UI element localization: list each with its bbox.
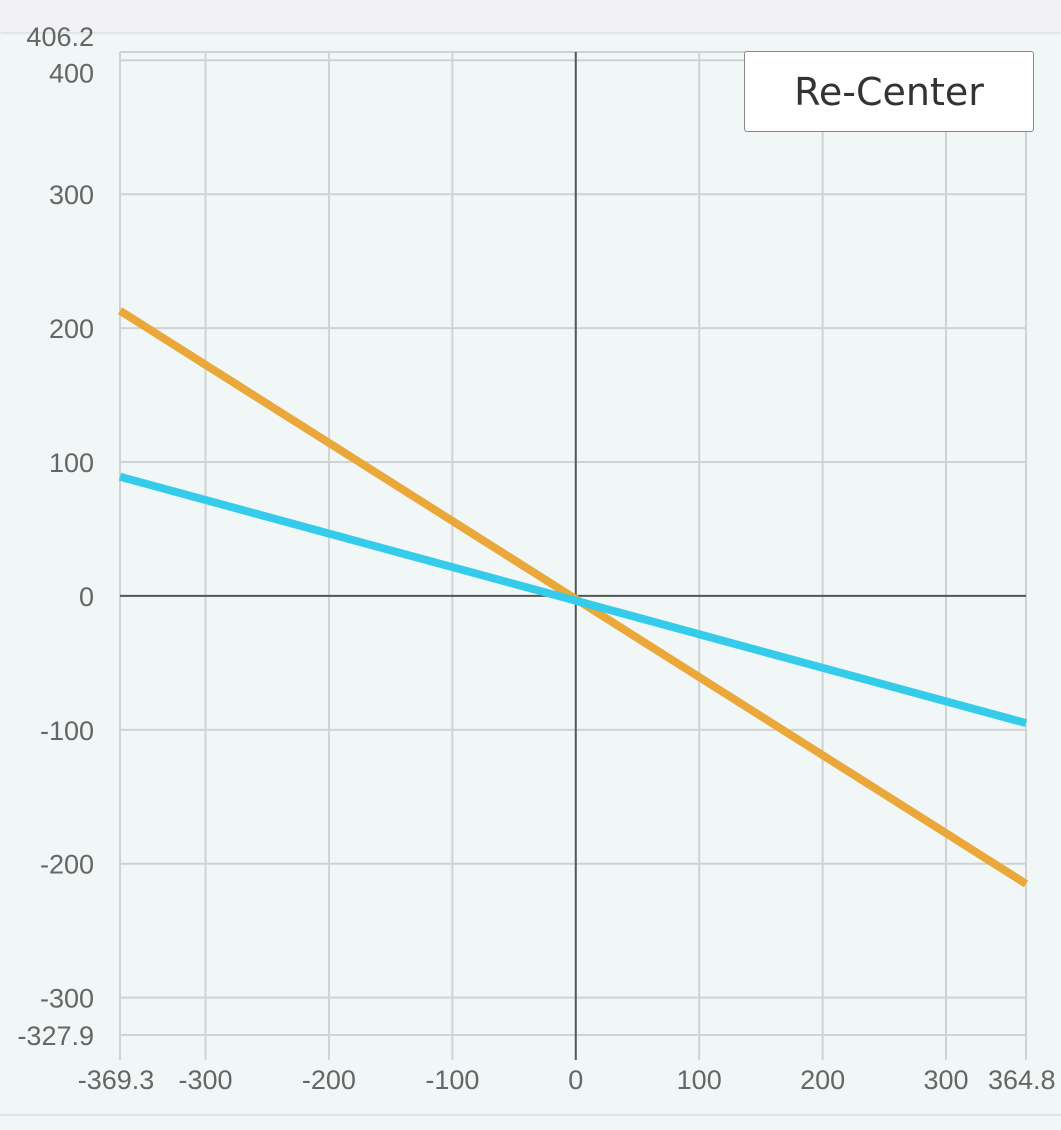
- y-tick-label: -300: [40, 984, 94, 1014]
- x-tick-label: 0: [568, 1065, 583, 1095]
- x-tick-label: 200: [800, 1065, 845, 1095]
- x-tick-label: -300: [179, 1065, 233, 1095]
- y-tick-label: 100: [49, 448, 94, 478]
- x-tick-label: 300: [923, 1065, 968, 1095]
- y-tick-label: 300: [49, 180, 94, 210]
- y-tick-label: 0: [79, 582, 94, 612]
- y-tick-label: -200: [40, 850, 94, 880]
- series-line-blue: [118, 472, 1028, 727]
- bottom-divider: [0, 1114, 1061, 1116]
- y-tick-label: 200: [49, 314, 94, 344]
- y-tick-label: 406.2: [26, 22, 94, 52]
- x-tick-label: -369.3: [78, 1065, 155, 1095]
- y-tick-label: -100: [40, 716, 94, 746]
- x-tick-label: -200: [302, 1065, 356, 1095]
- re-center-button[interactable]: Re-Center: [744, 51, 1034, 132]
- x-tick-label: 364.8: [988, 1065, 1056, 1095]
- y-tick-label: -327.9: [17, 1021, 94, 1051]
- x-tick-label: -100: [425, 1065, 479, 1095]
- top-bar: [0, 0, 1061, 32]
- x-tick-label: 100: [677, 1065, 722, 1095]
- y-tick-label: 400: [49, 58, 94, 88]
